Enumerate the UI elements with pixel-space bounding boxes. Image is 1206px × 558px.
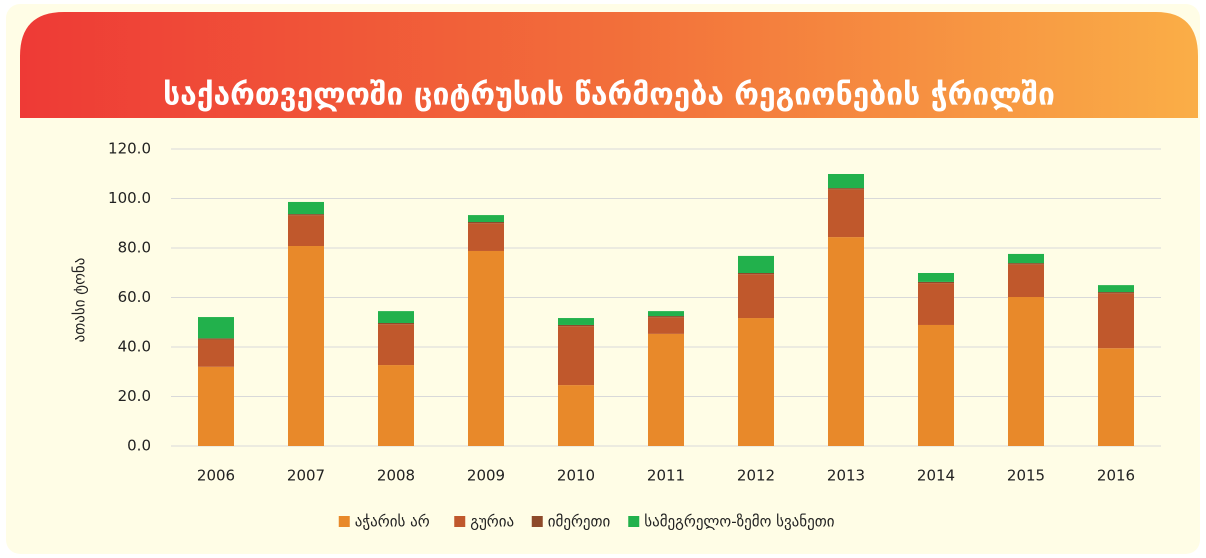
bar-segment — [468, 223, 504, 251]
bar-segment — [828, 189, 864, 238]
bar-segment — [558, 326, 594, 386]
y-tick-label: 60.0 — [118, 288, 151, 306]
x-tick-label: 2009 — [467, 467, 505, 485]
y-tick-label: 40.0 — [118, 338, 151, 356]
x-tick-label: 2012 — [737, 467, 775, 485]
legend-swatch — [454, 516, 466, 527]
bar-segment — [378, 322, 414, 325]
y-tick-label: 0.0 — [127, 437, 151, 455]
x-tick-label: 2008 — [377, 467, 415, 485]
bar-segment — [468, 215, 504, 223]
legend-swatch — [628, 516, 640, 527]
y-tick-label: 120.0 — [108, 140, 151, 158]
bar-segment — [198, 317, 234, 339]
legend-label: იმერეთი — [548, 513, 611, 531]
bar-segment — [918, 272, 954, 282]
bar-segment — [648, 333, 684, 446]
bar-segment — [1008, 253, 1044, 264]
bar-segment — [738, 255, 774, 273]
x-tick-label: 2013 — [827, 467, 865, 485]
bar-segment — [918, 324, 954, 446]
bar-segment — [378, 324, 414, 366]
bar-segment — [918, 283, 954, 325]
bar-segment — [918, 281, 954, 284]
x-tick-label: 2015 — [1007, 467, 1045, 485]
bar-segment — [288, 215, 324, 247]
bar-segment — [1098, 293, 1134, 349]
bar-segment — [828, 237, 864, 446]
x-tick-label: 2010 — [557, 467, 595, 485]
x-tick-label: 2006 — [197, 467, 235, 485]
bar-segment — [738, 274, 774, 319]
legend-label: აჭარის არ — [355, 513, 430, 531]
bar-segment — [558, 385, 594, 446]
x-tick-label: 2011 — [647, 467, 685, 485]
title-banner — [20, 12, 1198, 118]
y-tick-label: 100.0 — [108, 189, 151, 207]
bar-segment — [648, 311, 684, 317]
bar-segment — [288, 214, 324, 216]
bar-segment — [378, 311, 414, 323]
bar-segment — [198, 366, 234, 446]
x-tick-label: 2007 — [287, 467, 325, 485]
bar-segment — [558, 318, 594, 325]
y-tick-label: 20.0 — [118, 387, 151, 405]
bar-segment — [648, 317, 684, 334]
y-tick-label: 80.0 — [118, 239, 151, 257]
bar-segment — [558, 324, 594, 327]
x-tick-label: 2016 — [1097, 467, 1135, 485]
bar-segment — [468, 250, 504, 446]
bar-segment — [828, 173, 864, 189]
bar-segment — [1008, 297, 1044, 446]
legend-label: გურია — [470, 513, 514, 531]
legend-swatch — [531, 516, 543, 527]
bar-segment — [378, 365, 414, 446]
bar-segment — [1098, 292, 1134, 294]
legend-swatch — [338, 516, 350, 527]
bar-segment — [288, 246, 324, 446]
bar-segment — [1008, 263, 1044, 265]
bar-segment — [828, 188, 864, 190]
bar-segment — [1008, 264, 1044, 298]
bar-segment — [198, 338, 234, 340]
y-axis-label: ათასი ტონა — [71, 258, 89, 343]
bar-segment — [1098, 348, 1134, 446]
bar-segment — [198, 339, 234, 367]
bar-segment — [468, 222, 504, 224]
bar-segment — [1098, 285, 1134, 293]
bar-segment — [738, 318, 774, 446]
legend-label: სამეგრელო-ზემო სვანეთი — [644, 513, 834, 531]
bar-segment — [738, 272, 774, 275]
x-tick-label: 2014 — [917, 467, 955, 485]
bar-segment — [288, 201, 324, 215]
chart-title: საქართველოში ციტრუსის წარმოება რეგიონები… — [163, 78, 1055, 113]
bar-segment — [648, 316, 684, 318]
